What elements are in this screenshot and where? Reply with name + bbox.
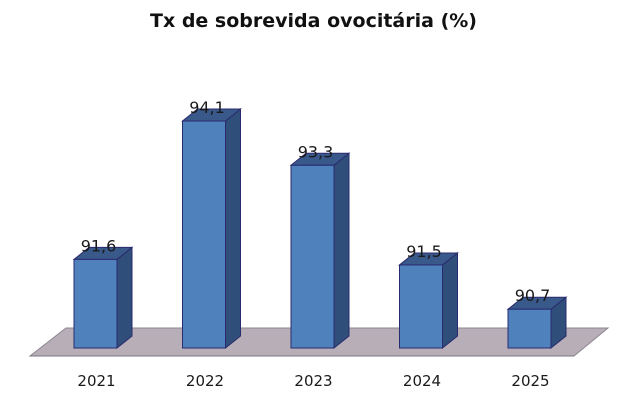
bar-2024 (398, 251, 459, 350)
bar-side (442, 251, 458, 350)
x-tick-label: 2021 (77, 372, 115, 390)
data-label: 90,7 (515, 286, 551, 305)
bar-front (399, 264, 443, 349)
x-tick-label: 2025 (511, 372, 549, 390)
bar-side (333, 152, 350, 350)
bar-front (290, 164, 335, 349)
bar-2023 (289, 152, 351, 350)
chart-title: Tx de sobrevida ovocitária (%) (150, 10, 477, 32)
bar-front (182, 120, 226, 349)
data-label: 91,6 (81, 236, 117, 255)
bar-front (507, 308, 552, 349)
bar-front (73, 258, 118, 349)
bars-group (72, 107, 568, 350)
x-tick-label: 2023 (294, 372, 332, 390)
data-label: 91,5 (406, 242, 442, 261)
data-label: 93,3 (298, 142, 334, 161)
bar-2025 (506, 296, 568, 350)
x-tick-label: 2024 (403, 372, 441, 390)
data-labels-group: 91,6 94,1 93,3 91,5 90,7 (81, 98, 551, 305)
x-tick-label: 2022 (186, 372, 224, 390)
x-tick-labels-group: 2021 2022 2023 2024 2025 (77, 372, 549, 390)
bar-2022 (181, 107, 242, 350)
bar-side (225, 107, 241, 350)
bar-2021 (72, 246, 134, 350)
data-label: 94,1 (189, 98, 225, 117)
bar-side (116, 246, 133, 350)
